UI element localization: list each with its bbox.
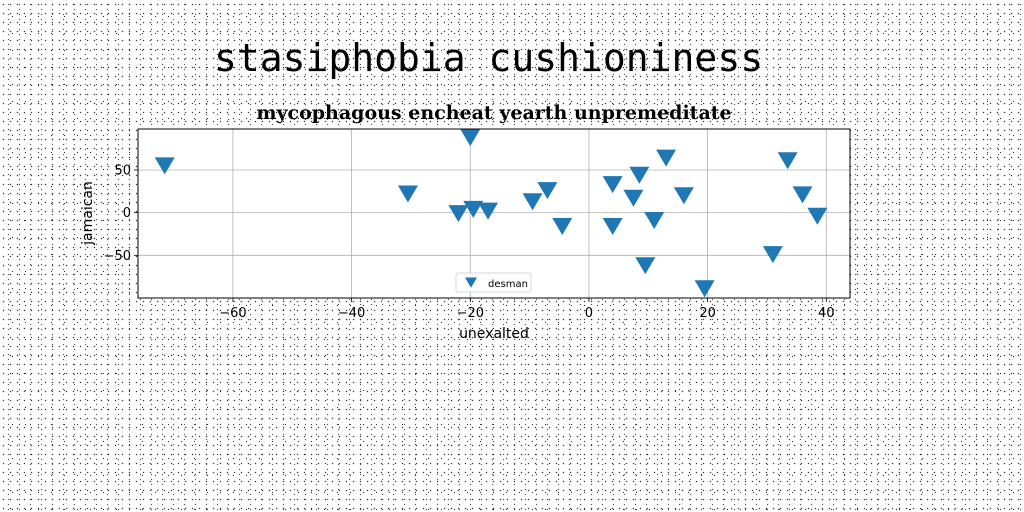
x-tick-label: −60: [219, 306, 246, 321]
data-point: [656, 149, 677, 167]
plot-frame: [137, 128, 851, 299]
data-point: [463, 200, 484, 218]
chart-title: mycophagous encheat yearth unpremeditate: [256, 102, 731, 124]
data-point: [673, 187, 694, 205]
data-point: [644, 211, 665, 229]
x-tick-label: 20: [699, 306, 716, 321]
data-point: [537, 182, 558, 200]
y-tick-label: 50: [114, 163, 131, 178]
data-point: [694, 280, 715, 298]
data-point: [552, 217, 573, 235]
x-tick-label: 0: [585, 306, 593, 321]
x-tick-label: −40: [338, 306, 365, 321]
data-point: [448, 205, 469, 223]
data-point: [807, 207, 828, 225]
x-axis-label: unexalted: [459, 326, 529, 342]
figure-suptitle: stasiphobia cushioniness: [214, 36, 764, 80]
data-point: [602, 176, 623, 194]
data-points: [154, 129, 828, 298]
x-tick-label: −20: [457, 306, 484, 321]
x-tick-label: 40: [818, 306, 835, 321]
data-point: [629, 166, 650, 184]
data-point: [460, 129, 481, 147]
data-point: [154, 157, 175, 175]
legend: desman: [455, 272, 532, 293]
legend-label: desman: [488, 279, 528, 290]
grid-lines: [138, 129, 850, 298]
plot-area: [138, 129, 850, 298]
data-point: [522, 193, 543, 211]
data-point: [762, 246, 783, 264]
y-axis-label: jamaican: [80, 181, 96, 246]
data-point: [397, 185, 418, 203]
y-tick-label: 0: [123, 206, 131, 221]
legend-marker-icon: [465, 277, 477, 288]
data-point: [635, 257, 656, 275]
data-point: [777, 152, 798, 170]
data-point: [792, 186, 813, 204]
axis-ticks: −60 −40 −20 0 20 40 −50 0 50: [104, 163, 835, 321]
data-point: [478, 202, 499, 220]
y-tick-label: −50: [104, 249, 131, 264]
data-point: [602, 217, 623, 235]
data-point: [623, 189, 644, 207]
